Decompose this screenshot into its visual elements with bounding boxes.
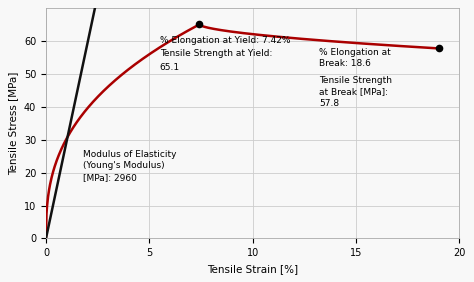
Text: Tensile Strength at Yield:: Tensile Strength at Yield:	[160, 49, 272, 58]
Text: Tensile Strength: Tensile Strength	[319, 76, 392, 85]
Text: % Elongation at: % Elongation at	[319, 48, 391, 57]
Text: at Break [MPa]:: at Break [MPa]:	[319, 87, 388, 96]
Text: (Young's Modulus): (Young's Modulus)	[83, 161, 165, 170]
X-axis label: Tensile Strain [%]: Tensile Strain [%]	[207, 264, 298, 274]
Text: % Elongation at Yield: 7.42%: % Elongation at Yield: 7.42%	[160, 36, 290, 45]
Text: Break: 18.6: Break: 18.6	[319, 59, 371, 68]
Text: 65.1: 65.1	[160, 63, 180, 72]
Y-axis label: Tensile Stress [MPa]: Tensile Stress [MPa]	[9, 72, 18, 175]
Text: 57.8: 57.8	[319, 99, 339, 108]
Text: Modulus of Elasticity: Modulus of Elasticity	[83, 150, 177, 159]
Text: [MPa]: 2960: [MPa]: 2960	[83, 173, 137, 182]
